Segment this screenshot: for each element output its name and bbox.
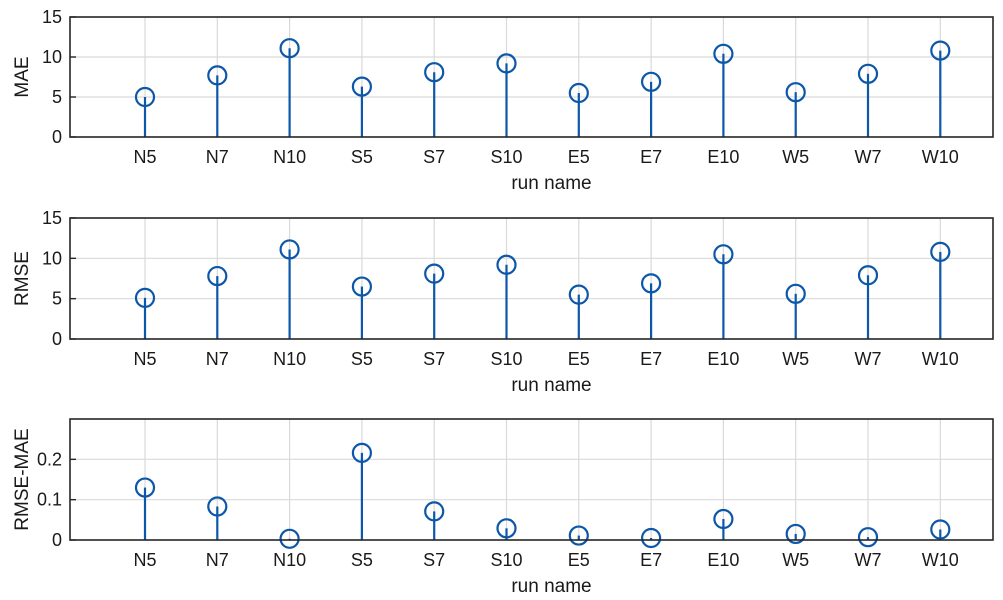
x-tick-label-s10: S10: [490, 147, 522, 167]
marker-s7: [424, 501, 445, 522]
y-tick-label: 5: [52, 289, 62, 309]
marker-n7: [207, 265, 228, 287]
marker-n5: [134, 477, 156, 498]
x-tick-label-s5: S5: [351, 550, 373, 570]
axes-frame: [69, 217, 994, 340]
x-tick-label-n5: N5: [133, 147, 156, 167]
marker-s7: [424, 62, 445, 83]
x-tick-label-e7: E7: [640, 349, 662, 369]
marker-e5: [568, 82, 589, 104]
marker-e7: [640, 273, 662, 294]
axes-frame: [69, 16, 994, 138]
marker-e7: [640, 527, 662, 549]
marker-n7: [207, 65, 228, 86]
marker-e5: [568, 525, 589, 546]
y-axis-label: RMSE: [12, 251, 33, 306]
marker-w10: [930, 241, 951, 262]
marker-s10: [496, 518, 517, 539]
marker-e10: [713, 43, 734, 64]
x-tick-label-e7: E7: [640, 550, 662, 570]
axes-frame: [69, 418, 994, 541]
marker-e10: [713, 508, 734, 530]
x-tick-label-e10: E10: [707, 349, 739, 369]
marker-s10: [496, 53, 517, 74]
y-tick-label: 0: [52, 329, 62, 349]
x-tick-label-w7: W7: [855, 349, 882, 369]
x-tick-label-w5: W5: [782, 349, 809, 369]
x-tick-label-n5: N5: [133, 550, 156, 570]
x-tick-label-e5: E5: [568, 349, 590, 369]
x-axis-label: run name: [511, 576, 591, 597]
marker-n5: [134, 287, 156, 308]
marker-s5: [351, 276, 372, 297]
x-tick-label-n10: N10: [273, 550, 306, 570]
x-tick-label-w10: W10: [922, 550, 959, 570]
marker-e5: [568, 284, 589, 305]
marker-w7: [857, 527, 879, 548]
marker-n10: [279, 528, 300, 549]
x-tick-label-n7: N7: [206, 147, 229, 167]
marker-n7: [207, 496, 228, 517]
y-tick-label: 15: [42, 7, 62, 27]
x-tick-label-n7: N7: [206, 550, 229, 570]
x-tick-label-w7: W7: [855, 550, 882, 570]
x-tick-label-n10: N10: [273, 349, 306, 369]
marker-s10: [496, 254, 517, 275]
x-tick-label-s10: S10: [490, 550, 522, 570]
x-tick-label-e10: E10: [707, 147, 739, 167]
y-tick-label: 5: [52, 87, 62, 107]
x-tick-label-w5: W5: [782, 147, 809, 167]
y-tick-label: 0: [52, 530, 62, 550]
y-tick-label: 10: [42, 47, 62, 67]
marker-n5: [134, 86, 156, 108]
marker-n10: [279, 239, 300, 260]
y-tick-label: 0.2: [37, 449, 62, 469]
x-tick-label-s7: S7: [423, 349, 445, 369]
x-axis-label: run name: [511, 375, 591, 396]
x-tick-label-w10: W10: [922, 147, 959, 167]
y-tick-label: 15: [42, 208, 62, 228]
panel-rmse: 0 5 10 15 N5 N7 N10 S5 S7 S10 E5 E7 E10 W5 W7 W10 run na…: [12, 208, 994, 396]
marker-e7: [640, 71, 662, 92]
marker-e10: [713, 244, 734, 265]
marker-w10: [930, 40, 951, 61]
marker-w7: [857, 63, 879, 84]
marker-s5: [351, 442, 372, 463]
x-tick-label-e7: E7: [640, 147, 662, 167]
x-tick-label-e5: E5: [568, 147, 590, 167]
x-tick-label-w10: W10: [922, 349, 959, 369]
marker-s5: [351, 76, 372, 97]
x-tick-label-w5: W5: [782, 550, 809, 570]
panel-mae: 0 5 10 15 N5 N7 N10 S5 S7 S10 E5 E7 E10 W5 W7 W10 run na…: [12, 7, 994, 194]
x-tick-label-s5: S5: [351, 147, 373, 167]
x-tick-label-e10: E10: [707, 550, 739, 570]
y-tick-label: 0: [52, 127, 62, 147]
y-tick-label: 0.1: [37, 490, 62, 510]
x-tick-label-e5: E5: [568, 550, 590, 570]
x-tick-label-s7: S7: [423, 147, 445, 167]
marker-w5: [785, 283, 806, 304]
marker-n10: [279, 38, 300, 59]
marker-w5: [785, 523, 806, 545]
marker-w5: [785, 82, 806, 103]
panel-rmse-minus-mae: 0 0.1 0.2 N5 N7 N10 S5 S7 S10 E5 E7 E10 W5 W7 W10 run n…: [12, 418, 994, 597]
x-axis-label: run name: [511, 173, 591, 194]
x-tick-label-n10: N10: [273, 147, 306, 167]
x-tick-label-s10: S10: [490, 349, 522, 369]
y-tick-label: 10: [42, 248, 62, 268]
y-axis-label: RMSE-MAE: [12, 428, 33, 530]
marker-w10: [930, 519, 951, 540]
marker-s7: [424, 263, 445, 284]
marker-w7: [857, 265, 879, 286]
x-tick-label-s5: S5: [351, 349, 373, 369]
x-tick-label-w7: W7: [855, 147, 882, 167]
y-axis-label: MAE: [12, 56, 33, 97]
x-tick-label-n7: N7: [206, 349, 229, 369]
x-tick-label-n5: N5: [133, 349, 156, 369]
x-tick-label-s7: S7: [423, 550, 445, 570]
